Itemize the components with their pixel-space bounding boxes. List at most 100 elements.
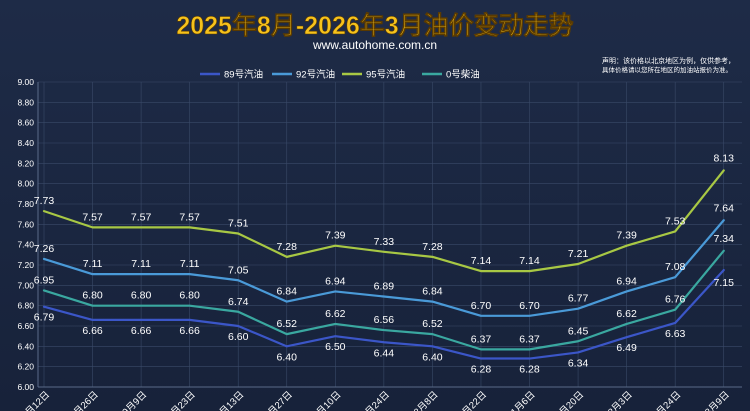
y-tick-label: 7.00 [17, 280, 34, 290]
y-tick-label: 8.40 [17, 138, 34, 148]
y-tick-label: 7.20 [17, 260, 34, 270]
data-label: 7.14 [519, 255, 540, 267]
data-label: 7.28 [422, 241, 443, 253]
data-label: 7.26 [34, 243, 55, 255]
data-label: 6.62 [325, 308, 346, 320]
x-tick-label: 12月8日 [408, 389, 440, 411]
data-label: 7.08 [665, 261, 686, 273]
data-label: 7.28 [277, 241, 298, 253]
chart-subtitle: www.autohome.com.cn [312, 38, 437, 52]
series-lines [42, 169, 725, 360]
data-label: 6.80 [82, 290, 103, 302]
data-label: 6.56 [374, 314, 395, 326]
data-label: 7.73 [34, 195, 55, 207]
x-tick-label: 1月6日 [509, 389, 538, 411]
data-label: 8.13 [714, 152, 735, 164]
series-line [42, 249, 725, 351]
y-tick-label: 8.20 [17, 158, 34, 168]
data-label: 6.66 [179, 325, 200, 337]
data-label: 7.11 [131, 258, 151, 270]
data-label: 7.51 [228, 217, 249, 229]
data-label: 6.77 [568, 293, 589, 305]
y-tick-label: 6.60 [17, 321, 34, 331]
chart-title: 2025年8月-2026年3月油价变动走势 [176, 11, 573, 40]
y-tick-label: 7.60 [17, 219, 34, 229]
data-label: 6.60 [228, 331, 249, 343]
y-tick-label: 8.00 [17, 179, 34, 189]
data-label: 6.52 [422, 318, 443, 330]
y-tick-label: 6.20 [17, 362, 34, 372]
series-line [42, 219, 725, 317]
data-label: 6.52 [277, 318, 298, 330]
data-label: 6.80 [131, 290, 152, 302]
x-tick-label: 3月9日 [703, 389, 732, 411]
x-tick-label: 11月24日 [356, 389, 392, 411]
y-tick-label: 9.00 [17, 77, 34, 87]
data-label: 7.53 [665, 215, 686, 227]
x-tick-label: 1月20日 [554, 389, 586, 411]
data-label: 6.62 [616, 308, 637, 320]
data-label: 6.49 [616, 342, 637, 354]
y-tick-label: 6.80 [17, 301, 34, 311]
x-tick-label: 9月9日 [121, 389, 150, 411]
data-label: 6.89 [374, 281, 395, 293]
data-label: 6.94 [616, 275, 637, 287]
x-tick-label: 11月10日 [308, 389, 344, 411]
y-tick-label: 7.80 [17, 199, 34, 209]
data-label: 7.11 [180, 258, 200, 270]
y-tick-label: 7.40 [17, 240, 34, 250]
disclaimer-line-2: 具体价格请以您所在地区的加油站报价为准。 [602, 65, 732, 74]
data-label: 7.39 [325, 230, 346, 242]
y-tick-label: 6.00 [17, 382, 34, 392]
data-label: 7.14 [471, 255, 492, 267]
data-label: 7.15 [714, 277, 735, 289]
data-label: 6.45 [568, 325, 589, 337]
x-tick-label: 10月27日 [259, 389, 295, 411]
data-label: 6.70 [471, 300, 492, 312]
y-tick-label: 8.80 [17, 97, 34, 107]
data-label: 6.66 [82, 325, 103, 337]
data-label: 6.37 [471, 333, 492, 345]
data-label: 6.63 [665, 328, 686, 340]
data-label: 6.37 [519, 333, 540, 345]
data-label: 7.21 [568, 248, 589, 260]
data-labels: 6.79 6.66 6.66 6.66 6.60 6.40 6.50 6.44 6.40 6.28… [34, 152, 734, 375]
data-label: 6.50 [325, 341, 346, 353]
x-tick-label: 2月3日 [606, 389, 635, 411]
data-label: 6.84 [277, 286, 298, 298]
data-label: 6.74 [228, 296, 249, 308]
data-label: 6.95 [34, 274, 55, 286]
legend: 89号汽油 92号汽油 95号汽油 0号柴油 [200, 69, 480, 81]
legend-label: 95号汽油 [366, 69, 405, 81]
legend-label: 0号柴油 [446, 69, 480, 81]
data-label: 6.40 [422, 351, 443, 363]
x-tick-label: 8月12日 [20, 389, 52, 411]
data-label: 7.39 [616, 230, 637, 242]
x-tick-label: 10月13日 [210, 389, 246, 411]
x-tick-label: 9月23日 [165, 389, 197, 411]
data-label: 6.79 [34, 312, 55, 324]
legend-label: 92号汽油 [296, 69, 335, 81]
data-label: 6.34 [568, 357, 589, 369]
data-label: 6.94 [325, 275, 346, 287]
series-line [42, 169, 725, 273]
x-tick-label: 12月22日 [453, 389, 489, 411]
legend-label: 89号汽油 [224, 69, 263, 81]
data-label: 6.66 [131, 325, 152, 337]
data-label: 7.33 [374, 236, 395, 248]
data-label: 6.28 [519, 364, 540, 376]
series-line [42, 268, 725, 360]
data-label: 7.57 [82, 211, 103, 223]
x-tick-label: 2月24日 [651, 389, 683, 411]
data-label: 6.44 [374, 347, 395, 359]
data-label: 6.76 [665, 294, 686, 306]
data-label: 7.57 [131, 211, 152, 223]
data-label: 7.34 [714, 233, 735, 245]
data-label: 6.80 [179, 290, 200, 302]
y-tick-label: 8.60 [17, 118, 34, 128]
data-label: 7.57 [179, 211, 200, 223]
y-tick-label: 6.40 [17, 341, 34, 351]
data-label: 7.64 [714, 202, 735, 214]
